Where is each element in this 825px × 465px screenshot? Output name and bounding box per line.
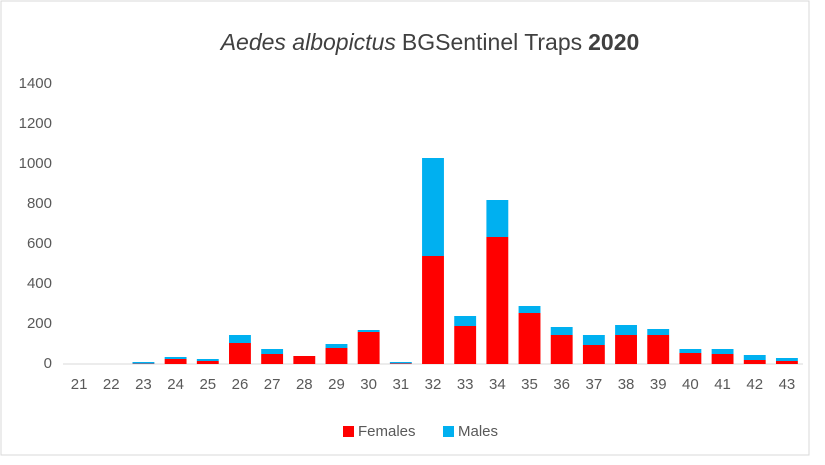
bar-segment xyxy=(132,362,154,364)
x-tick-label: 29 xyxy=(328,376,345,393)
bar-segment xyxy=(615,325,637,335)
legend-swatch xyxy=(343,426,354,437)
bar-segment xyxy=(390,362,412,363)
x-tick-label: 33 xyxy=(457,376,474,393)
bar-segment xyxy=(454,326,476,364)
x-tick-label: 32 xyxy=(425,376,442,393)
bar-segment xyxy=(519,306,541,313)
bar-segment xyxy=(261,354,283,364)
bar-segment xyxy=(679,349,701,353)
bar-segment xyxy=(454,316,476,326)
bar-segment xyxy=(776,361,798,364)
x-tick-label: 43 xyxy=(779,376,796,393)
x-tick-label: 34 xyxy=(489,376,506,393)
title-part: BGSentinel Traps xyxy=(402,29,582,55)
x-tick-label: 42 xyxy=(746,376,763,393)
bar-segment xyxy=(358,332,380,364)
bar-segment xyxy=(615,335,637,364)
bar-segment xyxy=(744,355,766,360)
bar-segment xyxy=(647,335,669,364)
title-part: 2020 xyxy=(588,29,639,55)
bar-segment xyxy=(390,363,412,364)
bar-segment xyxy=(712,354,734,364)
x-tick-label: 30 xyxy=(360,376,377,393)
x-tick-label: 27 xyxy=(264,376,281,393)
bar-segment xyxy=(583,335,605,345)
y-tick-label: 1200 xyxy=(19,115,52,132)
x-tick-label: 31 xyxy=(392,376,409,393)
y-tick-label: 200 xyxy=(27,315,52,332)
bar-segment xyxy=(197,359,219,361)
bar-segment xyxy=(519,313,541,364)
bar-segment xyxy=(261,349,283,354)
x-tick-label: 35 xyxy=(521,376,538,393)
y-tick-label: 1400 xyxy=(19,75,52,92)
x-tick-label: 24 xyxy=(167,376,184,393)
x-tick-label: 23 xyxy=(135,376,152,393)
bar-segment xyxy=(293,356,315,364)
x-tick-label: 40 xyxy=(682,376,699,393)
bar-segment xyxy=(229,335,251,343)
bar-segment xyxy=(422,256,444,364)
x-tick-label: 39 xyxy=(650,376,667,393)
x-tick-label: 28 xyxy=(296,376,313,393)
bar-segment xyxy=(165,359,187,364)
bar-segment xyxy=(358,330,380,332)
y-tick-label: 600 xyxy=(27,235,52,252)
bar-segment xyxy=(679,353,701,364)
x-tick-label: 38 xyxy=(618,376,635,393)
x-tick-label: 21 xyxy=(71,376,88,393)
y-tick-label: 800 xyxy=(27,195,52,212)
bar-segment xyxy=(486,237,508,364)
x-tick-label: 37 xyxy=(586,376,603,393)
bar-segment xyxy=(551,335,573,364)
y-tick-label: 1000 xyxy=(19,155,52,172)
legend-label: Females xyxy=(358,423,416,440)
x-tick-label: 36 xyxy=(553,376,570,393)
x-tick-label: 22 xyxy=(103,376,120,393)
bar-segment xyxy=(776,358,798,361)
legend-label: Males xyxy=(458,423,498,440)
bar-segment xyxy=(712,349,734,354)
x-tick-label: 26 xyxy=(232,376,249,393)
bar-segment xyxy=(583,345,605,364)
bar-segment xyxy=(647,329,669,335)
bar-segment xyxy=(326,344,348,348)
bar-segment xyxy=(744,360,766,364)
bar-segment xyxy=(486,200,508,237)
bar-segment xyxy=(326,348,348,364)
bar-segment xyxy=(551,327,573,335)
bar-segment xyxy=(197,361,219,364)
bar-segment xyxy=(229,343,251,364)
bar-segment xyxy=(165,357,187,359)
x-tick-label: 41 xyxy=(714,376,731,393)
x-tick-label: 25 xyxy=(199,376,216,393)
title-part: Aedes albopictus xyxy=(219,29,397,55)
y-tick-label: 0 xyxy=(44,355,52,372)
y-tick-label: 400 xyxy=(27,275,52,292)
bar-segment xyxy=(422,158,444,256)
legend-swatch xyxy=(443,426,454,437)
